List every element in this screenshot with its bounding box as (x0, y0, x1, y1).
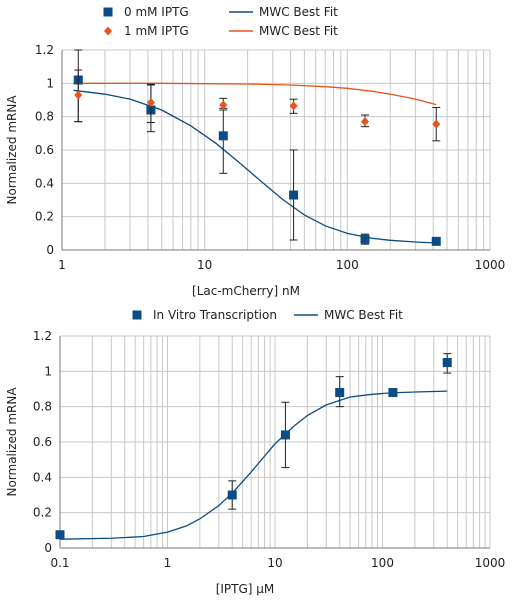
legend-marker-square (132, 310, 142, 320)
y-tick-label: 1 (44, 364, 52, 378)
data-point-square (442, 358, 452, 367)
x-axis-label: [IPTG] μM (216, 582, 275, 596)
x-tick-label: 100 (371, 556, 394, 570)
y-tick-label: 1.2 (35, 43, 54, 57)
grid (59, 335, 491, 549)
y-tick-label: 0.2 (35, 210, 54, 224)
y-tick-label: 0.6 (35, 143, 54, 157)
legend-label: 0 mM IPTG (124, 5, 189, 19)
y-tick-label: 1.2 (33, 329, 52, 343)
legend-label: MWC Best Fit (259, 5, 338, 19)
data-point-square (218, 131, 228, 141)
y-axis-label: Normalized mRNA (5, 95, 19, 205)
data-point-square (335, 388, 345, 398)
y-tick-label: 0 (44, 541, 52, 555)
data-point-square (388, 388, 398, 398)
data-point-diamond (74, 90, 83, 100)
series-1-mm-iptg (74, 69, 441, 142)
y-tick-label: 0.4 (33, 470, 52, 484)
legend-label: 1 mM IPTG (124, 24, 189, 38)
y-tick-label: 0.8 (33, 400, 52, 414)
legend-label: MWC Best Fit (324, 308, 403, 322)
data-point-diamond (146, 98, 155, 107)
x-tick-label: 0.1 (50, 556, 69, 570)
y-tick-label: 0 (46, 243, 54, 257)
x-tick-label: 1000 (475, 258, 506, 272)
data-point-diamond (361, 117, 370, 127)
x-tick-label: 1 (164, 556, 172, 570)
y-axis-label: Normalized mRNA (5, 387, 19, 497)
data-point-square (55, 530, 65, 540)
x-tick-label: 1 (58, 258, 66, 272)
y-tick-label: 1 (46, 76, 54, 90)
series-in-vitro-transcription (55, 353, 452, 540)
y-tick-label: 0.2 (33, 506, 52, 520)
fit-line-a (73, 89, 437, 244)
legend-marker-square (103, 7, 113, 17)
data-point-square (280, 430, 290, 440)
y-tick-label: 0.8 (35, 110, 54, 124)
legend: In Vitro Transcription MWC Best Fit (132, 308, 403, 322)
data-point-square (431, 236, 441, 246)
x-tick-label: 100 (336, 258, 359, 272)
chart-bottom: 0 0.2 0.4 0.6 0.8 1 1.2 0.1 1 10 100 1000 [IPTG] μM N… (5, 308, 506, 596)
data-point-diamond (289, 101, 298, 111)
legend-label: MWC Best Fit (259, 24, 338, 38)
y-tick-label: 0.6 (33, 435, 52, 449)
legend-label: In Vitro Transcription (153, 308, 277, 322)
y-tick-label: 0.4 (35, 176, 54, 190)
legend: 0 mM IPTG MWC Best Fit 1 mM IPTG MWC Best F… (103, 5, 338, 38)
legend-marker-diamond (104, 26, 112, 36)
chart-top: 0 0.2 0.4 0.6 0.8 1 1.2 1 10 100 1000 [Lac-mCherry]… (5, 5, 506, 298)
grid (61, 49, 491, 251)
data-point-diamond (219, 100, 228, 110)
x-tick-label: 10 (197, 258, 212, 272)
x-tick-label: 1000 (475, 556, 506, 570)
fit-line-a (59, 390, 448, 540)
x-tick-label: 10 (267, 556, 282, 570)
data-point-square (227, 490, 237, 500)
data-point-square (360, 234, 370, 244)
data-point-square (289, 190, 299, 200)
fit-line-b (73, 82, 437, 106)
data-point-diamond (432, 119, 441, 129)
x-axis-label: [Lac-mCherry] nM (192, 284, 300, 298)
